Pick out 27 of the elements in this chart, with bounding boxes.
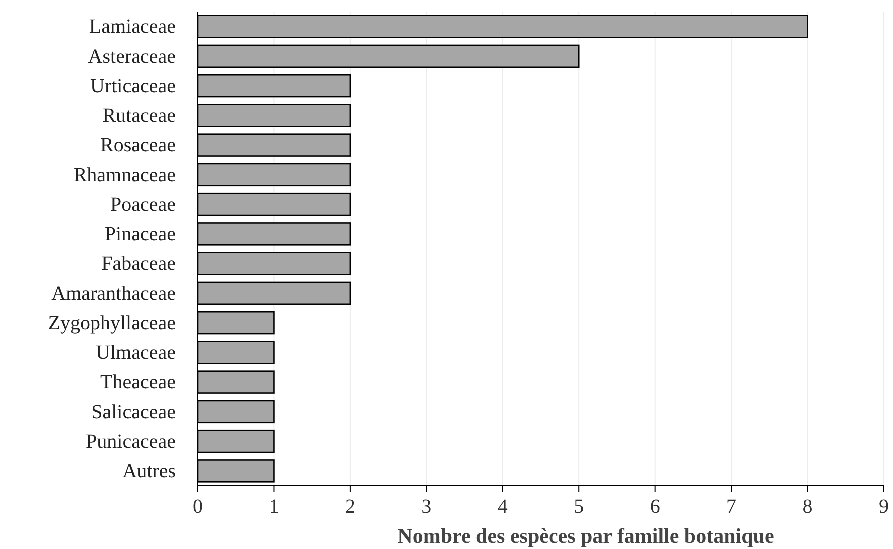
x-tick-label: 9 bbox=[879, 496, 889, 518]
x-tick-label: 0 bbox=[193, 496, 203, 518]
y-tick-label: Amaranthaceae bbox=[52, 282, 176, 305]
y-tick-label: Pinaceae bbox=[104, 224, 176, 246]
y-tick-label: Asteraceae bbox=[88, 46, 176, 68]
x-tick-label: 6 bbox=[650, 496, 660, 518]
y-tick-label: Rhamnaceae bbox=[74, 164, 176, 186]
y-tick-label: Punicaceae bbox=[86, 430, 176, 453]
x-tick-label: 3 bbox=[422, 496, 432, 518]
y-tick-label: Rosaceae bbox=[100, 134, 176, 157]
y-tick-label: Autres bbox=[122, 460, 176, 483]
x-tick-label: 5 bbox=[574, 496, 584, 518]
y-tick-label: Poaceae bbox=[110, 194, 176, 216]
y-tick-label: Theaceae bbox=[100, 372, 176, 394]
y-tick-label: Rutaceae bbox=[102, 105, 176, 128]
y-tick-label: Fabaceae bbox=[102, 253, 176, 276]
x-axis-title: Nombre des espèces par famille botanique bbox=[398, 524, 774, 548]
x-tick-label: 8 bbox=[802, 496, 813, 518]
x-tick-label: 2 bbox=[345, 496, 356, 518]
y-tick-label: Ulmaceae bbox=[96, 342, 176, 364]
y-tick-label: Lamiaceae bbox=[89, 16, 176, 38]
x-tick-label: 1 bbox=[269, 496, 280, 518]
y-tick-label: Salicaceae bbox=[92, 401, 176, 424]
y-tick-label: Zygophyllaceae bbox=[48, 312, 176, 334]
x-tick-label: 4 bbox=[498, 496, 508, 518]
y-tick-label: Urticaceae bbox=[90, 75, 176, 98]
x-tick-label: 7 bbox=[726, 496, 737, 518]
